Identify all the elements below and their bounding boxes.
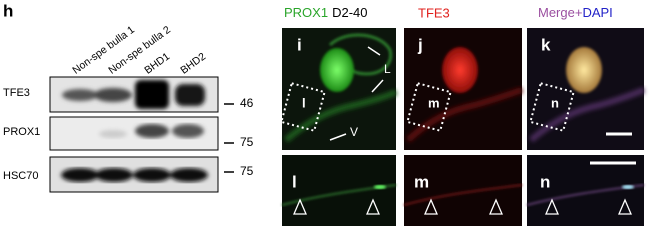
lane-label: Non-spe bulla 1 [70,24,137,77]
panel-letter: n [540,172,550,191]
figure: h Non-spe bulla 1 Non-spe bulla 2 BHD1 B… [3,1,645,226]
image-panel: m j [404,28,523,150]
lane-labels: Non-spe bulla 1 Non-spe bulla 2 BHD1 BHD… [70,24,208,77]
lane-label: Non-spe bulla 2 [106,24,173,77]
image-panel: l i L V [280,28,398,150]
cell-cluster [320,48,354,92]
inset-label: l [302,95,306,110]
header-part: DAPI [582,5,612,20]
band [135,80,169,109]
lane-label: BHD2 [178,50,208,76]
inset-box [280,82,326,132]
image-panel: l [281,155,397,226]
panel-bg [282,155,396,226]
row-label: TFE3 [3,87,30,99]
inset-label: m [428,95,440,110]
image-panel: n k [527,28,645,150]
band [175,84,205,106]
header-part: Merge+ [538,5,582,20]
band [61,168,99,182]
header-part: D2-40 [332,5,367,20]
cell-cluster [442,47,478,93]
panel-letter: k [541,35,551,54]
arrow-label: L [384,62,391,76]
figure-label: h [3,1,13,20]
band [133,168,171,182]
marker-label: 75 [240,135,254,149]
panel-letter: m [414,172,429,191]
marker-label: 46 [240,96,254,110]
inset-box [529,82,575,132]
blot-row: TFE3 46 [3,76,254,113]
marker-label: 75 [240,164,254,178]
inset-box [406,82,452,132]
band [94,88,132,102]
panel-header: TFE3 [418,5,450,20]
band [135,124,169,138]
panel-header: Merge+DAPI [538,5,613,20]
panel-letter: l [292,172,297,191]
image-panel: m [403,155,523,226]
cell-cluster [566,47,602,93]
inset-label: n [551,95,559,110]
band [170,168,208,182]
panel-letter: j [417,35,423,54]
band [172,124,204,138]
header-part: PROX1 [284,5,328,20]
panel-letter: i [297,35,302,54]
band [99,130,127,138]
band [62,89,98,101]
blot-row: PROX1 75 [3,116,254,151]
image-panel: n [526,155,645,226]
row-label: PROX1 [3,126,40,138]
band [95,168,133,182]
panel-header: PROX1 D2-40 [284,5,368,20]
row-label: HSC70 [3,170,38,182]
lane-label: BHD1 [142,50,172,76]
arrow-label: V [350,125,358,139]
blot-row: HSC70 75 [3,156,254,193]
